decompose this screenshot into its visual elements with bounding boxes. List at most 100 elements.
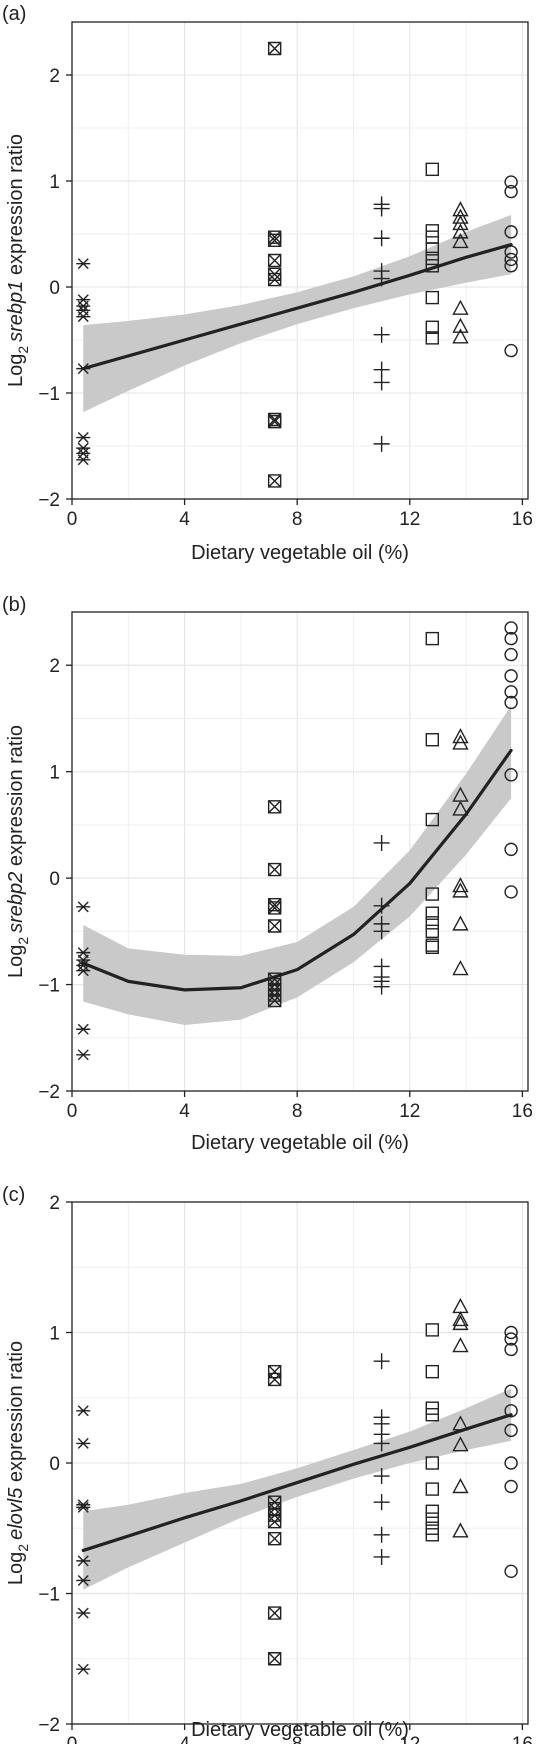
data-point-square xyxy=(425,906,439,920)
plot-frame xyxy=(71,611,529,1092)
plot-frame xyxy=(71,21,529,500)
data-point-square xyxy=(425,290,439,305)
data-point-crossed-square xyxy=(267,919,282,933)
data-point-circle xyxy=(504,259,518,273)
data-point-plus xyxy=(373,1435,390,1452)
y-axis-title-suffix: expression ratio xyxy=(5,725,27,872)
data-point-asterisk xyxy=(76,1555,91,1567)
data-point-circle xyxy=(504,1479,518,1494)
data-point-square xyxy=(425,733,439,747)
y-axis-title-gene: srebp2 xyxy=(5,872,27,933)
y-tick-label: 2 xyxy=(49,656,60,677)
data-point-circle xyxy=(504,695,518,710)
y-axis-title: Log2 srebp1 expression ratio xyxy=(5,134,31,387)
panel-label: (c) xyxy=(2,1184,25,1206)
data-point-circle xyxy=(504,1404,518,1418)
x-tick-label: 0 xyxy=(67,1101,78,1122)
series-plus xyxy=(373,834,390,995)
y-axis-title-subscript: 2 xyxy=(15,937,31,945)
data-point-triangle xyxy=(452,1478,469,1494)
y-tick-label: −2 xyxy=(38,490,60,511)
series-asterisk xyxy=(76,901,91,1061)
data-point-crossed-square xyxy=(267,230,282,244)
x-tick-label: 8 xyxy=(292,1101,303,1122)
y-tick-label: 2 xyxy=(49,1193,60,1214)
series-asterisk xyxy=(76,1405,91,1675)
data-point-circle xyxy=(504,252,518,267)
data-point-square xyxy=(425,331,439,345)
data-point-circle xyxy=(504,1564,518,1579)
data-point-circle xyxy=(504,685,518,699)
x-axis-title: Dietary vegetable oil (%) xyxy=(191,542,409,564)
series-crossed-square xyxy=(267,41,282,488)
panel-label: (b) xyxy=(2,594,26,616)
data-point-crossed-square xyxy=(267,862,282,877)
data-point-triangle xyxy=(452,214,469,231)
data-point-crossed-square xyxy=(267,800,282,814)
data-point-asterisk xyxy=(76,294,91,306)
y-tick-label: −2 xyxy=(38,1082,60,1103)
data-point-triangle xyxy=(452,915,469,931)
data-point-square xyxy=(425,1408,439,1422)
data-point-asterisk xyxy=(76,363,91,375)
x-tick-label: 12 xyxy=(399,509,420,530)
series-triangle xyxy=(452,728,469,976)
data-point-crossed-square xyxy=(267,272,282,287)
data-point-square xyxy=(425,251,439,266)
data-point-triangle xyxy=(452,728,469,744)
data-point-triangle xyxy=(452,232,469,249)
data-point-triangle xyxy=(452,1297,469,1314)
data-point-crossed-square xyxy=(267,901,282,915)
data-point-triangle xyxy=(452,1436,469,1452)
data-point-crossed-square xyxy=(267,898,282,912)
data-point-square xyxy=(425,1482,439,1496)
y-tick-label: 1 xyxy=(49,1324,60,1345)
data-point-asterisk xyxy=(76,454,91,466)
data-point-triangle xyxy=(452,317,469,333)
data-point-triangle xyxy=(452,1522,469,1538)
data-point-triangle xyxy=(452,328,469,344)
y-tick-label: −1 xyxy=(38,976,60,997)
data-point-triangle xyxy=(452,882,469,898)
series-triangle xyxy=(452,201,469,344)
data-point-plus xyxy=(373,374,390,391)
data-point-asterisk xyxy=(76,447,91,459)
data-point-asterisk xyxy=(76,1574,91,1586)
data-point-triangle xyxy=(452,1310,469,1327)
data-point-square xyxy=(425,162,439,177)
data-point-asterisk xyxy=(76,1501,91,1513)
data-point-square xyxy=(425,916,439,930)
data-point-triangle xyxy=(452,734,469,750)
data-point-circle xyxy=(504,1384,518,1398)
data-point-asterisk xyxy=(76,1405,91,1417)
y-axis-title-subscript: 2 xyxy=(15,346,31,354)
data-point-plus xyxy=(373,200,390,217)
data-point-asterisk xyxy=(76,1023,91,1035)
y-axis-title: Log2 srebp2 expression ratio xyxy=(5,725,31,978)
y-tick-label: 2 xyxy=(49,66,60,87)
series-plus xyxy=(373,1353,390,1565)
data-point-crossed-square xyxy=(267,1372,282,1387)
y-tick-label: 1 xyxy=(49,172,60,193)
data-point-crossed-square xyxy=(267,1606,282,1620)
x-tick-label: 8 xyxy=(292,1734,303,1744)
y-tick-label: 0 xyxy=(49,1454,60,1475)
data-point-plus xyxy=(373,230,390,247)
data-point-square xyxy=(425,631,439,646)
x-tick-label: 8 xyxy=(292,509,303,530)
data-point-triangle xyxy=(452,299,469,315)
data-point-asterisk xyxy=(76,311,91,323)
y-axis-title-suffix: expression ratio xyxy=(5,134,27,281)
data-point-plus xyxy=(373,923,390,940)
grid xyxy=(71,22,528,500)
series-square xyxy=(425,162,439,345)
data-point-plus xyxy=(373,978,390,995)
data-point-asterisk xyxy=(76,901,91,913)
data-point-circle xyxy=(504,1342,518,1357)
x-tick-label: 12 xyxy=(399,1101,420,1122)
series-crossed-square xyxy=(267,800,282,1008)
x-tick-label: 4 xyxy=(179,1101,190,1122)
data-point-asterisk xyxy=(76,1437,91,1449)
y-axis-title: Log2 elovl5 expression ratio xyxy=(5,1341,31,1585)
